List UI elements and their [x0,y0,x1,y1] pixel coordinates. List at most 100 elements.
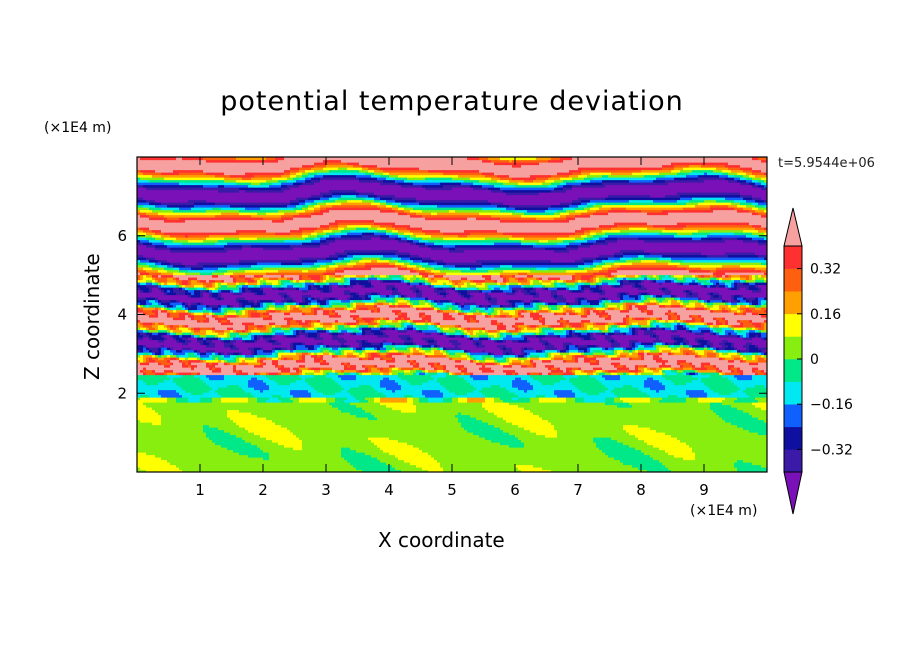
field-cell [455,444,459,448]
field-cell [584,469,588,472]
field-cell [674,444,678,448]
field-cell [272,449,276,453]
field-cell [695,457,699,461]
field-cell [323,464,327,468]
field-cell [512,454,516,458]
field-cell [563,469,567,472]
field-cell [236,447,240,451]
field-cell [164,459,168,463]
field-cell [566,462,570,466]
field-cell [599,454,603,458]
field-cell [344,452,348,456]
field-cell [242,469,246,472]
field-cell [500,449,504,453]
field-cell [560,444,564,448]
field-cell [305,459,309,463]
field-cell [614,459,618,463]
field-cell [419,464,423,468]
field-cell [545,467,549,471]
field-cell [341,447,345,451]
field-cell [209,462,213,466]
field-cell [287,462,291,466]
field-cell [569,449,573,453]
field-cell [689,444,693,448]
field-cell [230,457,234,461]
field-cell [371,452,375,456]
field-cell [341,469,345,472]
field-cell [437,444,441,448]
field-cell [713,462,717,466]
field-cell [293,462,297,466]
field-cell [161,449,165,453]
field-cell [530,449,534,453]
field-cell [698,469,702,472]
field-cell [272,467,276,471]
field-cell [578,467,582,471]
field-cell [452,457,456,461]
field-cell [329,462,333,466]
field-cell [638,462,642,466]
field-cell [494,457,498,461]
field-cell [371,457,375,461]
field-cell [296,467,300,471]
field-cell [428,457,432,461]
field-cell [713,469,717,472]
field-cell [692,454,696,458]
field-cell [299,467,303,471]
field-cell [209,469,213,472]
field-cell [632,444,636,448]
field-cell [734,447,738,451]
field-cell [401,469,405,472]
field-cell [464,447,468,451]
field-cell [152,452,156,456]
field-cell [248,467,252,471]
field-cell [446,462,450,466]
field-cell [764,444,767,448]
field-cell [623,454,627,458]
field-cell [701,459,705,463]
field-cell [278,464,282,468]
field-cell [755,447,759,451]
field-cell [194,462,198,466]
field-cell [416,462,420,466]
field-cell [188,467,192,471]
field-cell [218,459,222,463]
field-cell [476,447,480,451]
field-cell [701,462,705,466]
field-cell [641,457,645,461]
field-cell [623,452,627,456]
field-cell [356,454,360,458]
field-cell [698,449,702,453]
field-cell [278,457,282,461]
field-cell [446,469,450,472]
field-cell [140,444,144,448]
field-cell [272,454,276,458]
field-cell [185,462,189,466]
field-cell [347,469,351,472]
field-cell [491,469,495,472]
field-cell [749,469,753,472]
field-cell [560,454,564,458]
field-cell [710,467,714,471]
field-cell [644,449,648,453]
field-cell [731,464,735,468]
field-cell [560,459,564,463]
field-cell [668,462,672,466]
field-cell [710,452,714,456]
field-cell [521,469,525,472]
field-cell [197,467,201,471]
field-cell [149,454,153,458]
field-cell [362,462,366,466]
field-cell [605,459,609,463]
field-cell [377,467,381,471]
field-cell [755,467,759,471]
field-cell [575,444,579,448]
field-cell [653,464,657,468]
field-cell [218,454,222,458]
field-cell [728,447,732,451]
field-cell [416,467,420,471]
field-cell [635,459,639,463]
field-cell [755,469,759,472]
field-cell [227,444,231,448]
field-cell [713,454,717,458]
